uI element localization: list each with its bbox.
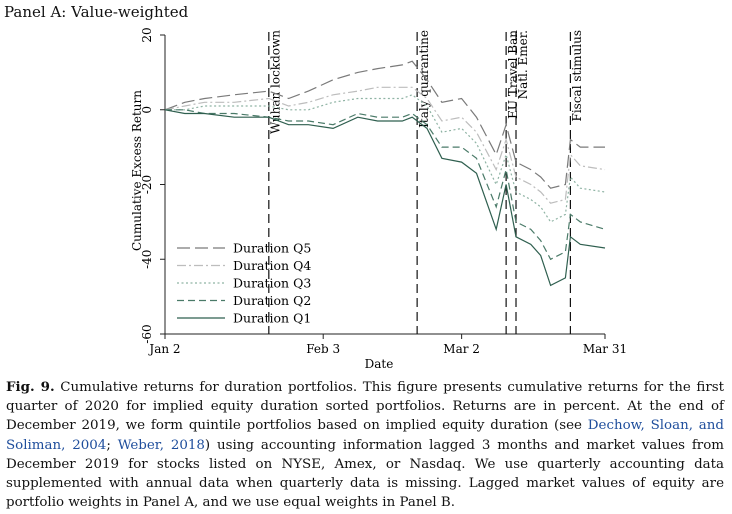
x-tick-label: Mar 2 [443,342,480,356]
event-label: Italy quarantine [417,30,431,128]
y-tick-label: -60 [140,324,154,343]
event-label: Fiscal stimulus [570,30,584,122]
caption-text-3: ) using accounting information lagged 3 … [6,437,724,511]
caption-text-2: ; [106,437,118,453]
y-axis-title: Cumulative Excess Return [130,90,144,251]
caption-text-1: Cumulative returns for duration portfoli… [6,380,724,434]
y-tick-label: 20 [140,27,154,42]
legend-label: Duration Q2 [233,293,311,308]
caption-ref-weber[interactable]: Weber, 2018 [117,437,205,453]
event-label: Natl. Emer. [516,30,530,99]
x-tick-label: Feb 3 [306,342,340,356]
y-tick-label: -20 [140,175,154,194]
event-label: Wuhan lockdown [269,30,283,134]
legend-label: Duration Q1 [233,311,311,326]
caption-ref-dechow[interactable]: Dechow, Sloan, and Soliman, 2004 [6,418,724,453]
caption-lead: Fig. 9. [6,379,55,395]
x-tick-label: Jan 2 [147,342,180,356]
y-tick-label: -40 [140,250,154,269]
y-tick-label: 0 [140,106,154,114]
series-line [165,94,606,223]
figure-caption: Fig. 9. Cumulative returns for duration … [6,378,724,512]
x-axis-title: Date [365,357,394,370]
series-line [165,109,606,261]
series-line [164,109,606,287]
series-line [164,86,606,204]
series-line [164,60,605,189]
x-tick-label: Mar 31 [583,342,627,356]
legend-label: Duration Q4 [233,258,311,273]
legend-label: Duration Q5 [233,241,311,256]
panel-label: Panel A: Value-weighted [4,3,189,21]
legend-label: Duration Q3 [233,276,311,291]
